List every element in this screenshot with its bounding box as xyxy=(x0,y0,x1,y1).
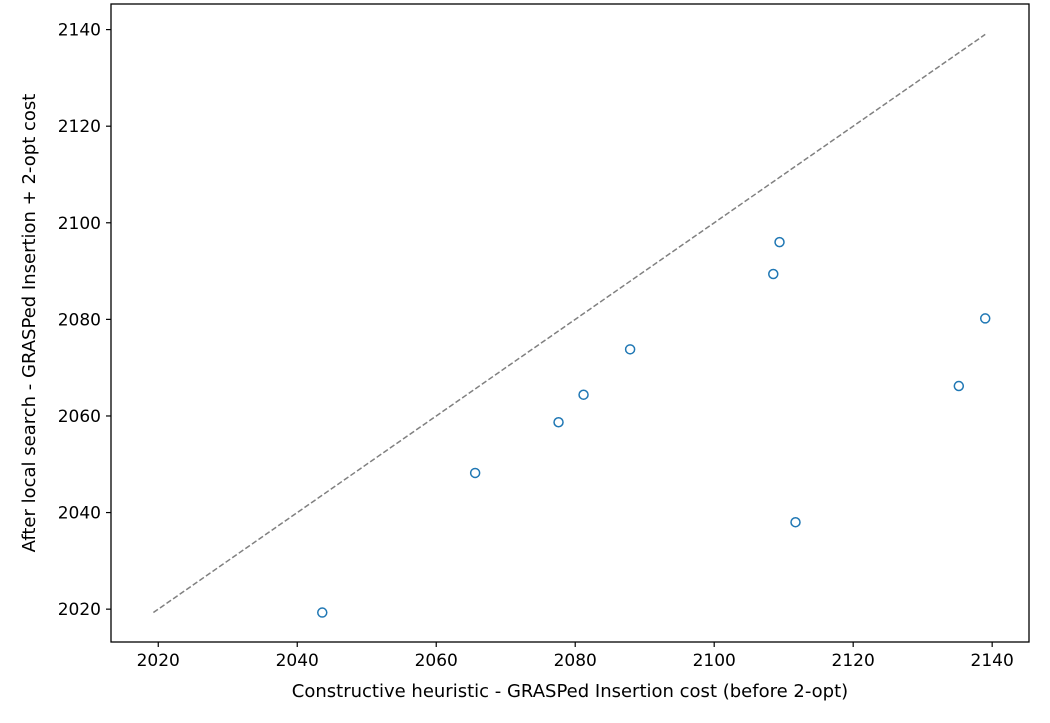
y-tick-label: 2120 xyxy=(58,117,101,137)
data-point xyxy=(553,416,564,428)
data-point xyxy=(317,607,328,618)
data-point xyxy=(768,268,779,280)
y-tick-label: 2100 xyxy=(58,214,101,234)
y-tick-label: 2080 xyxy=(58,310,101,330)
x-axis-label: Constructive heuristic - GRASPed Inserti… xyxy=(292,681,848,702)
x-tick-label: 2080 xyxy=(554,651,597,671)
x-tick-label: 2060 xyxy=(415,651,458,671)
plot-frame xyxy=(110,3,1030,643)
x-tick-label: 2040 xyxy=(276,651,319,671)
y-tick-label: 2060 xyxy=(58,407,101,427)
x-tick-label: 2140 xyxy=(971,651,1014,671)
y-axis-ticks: 2020 2040 2060 2080 2100 2120 2140 xyxy=(58,21,111,620)
data-points-layer xyxy=(317,236,991,618)
x-tick-label: 2120 xyxy=(832,651,875,671)
x-tick-label: 2020 xyxy=(137,651,180,671)
x-tick-label: 2100 xyxy=(693,651,736,671)
y-tick-label: 2020 xyxy=(58,600,101,620)
data-point xyxy=(624,344,636,355)
data-point xyxy=(790,516,801,528)
data-point xyxy=(578,389,589,400)
reference-line-layer xyxy=(152,33,986,614)
data-point xyxy=(953,380,965,392)
reference-line xyxy=(152,33,986,614)
x-axis-ticks: 2020 2040 2060 2080 2100 2120 2140 xyxy=(137,642,1014,671)
y-tick-label: 2040 xyxy=(58,504,101,524)
y-tick-label: 2140 xyxy=(58,21,101,41)
data-point xyxy=(774,236,785,248)
y-axis-label: After local search - GRASPed Insertion +… xyxy=(19,94,40,553)
data-point xyxy=(469,467,481,479)
data-point xyxy=(979,313,991,324)
